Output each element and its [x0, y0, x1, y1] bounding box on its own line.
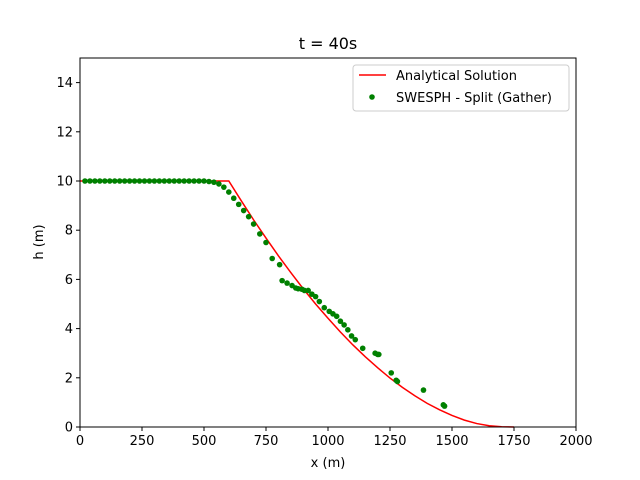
plot-area [79, 57, 577, 428]
x-tick-label: 500 [192, 434, 217, 449]
sph-point [166, 178, 173, 184]
sph-point [146, 178, 153, 184]
sph-point [161, 178, 168, 184]
sph-point [181, 178, 187, 184]
sph-point [206, 178, 212, 185]
x-tick-label: 1000 [311, 434, 344, 449]
sph-point [136, 178, 143, 184]
sph-point [284, 280, 290, 286]
y-tick-label: 6 [65, 273, 73, 288]
x-axis-label: x (m) [311, 456, 346, 471]
sph-point [97, 178, 103, 184]
legend: Analytical Solution SWESPH - Split (Gath… [352, 64, 570, 112]
sph-point [141, 178, 148, 184]
x-tick-label: 2000 [559, 434, 592, 449]
legend-label-sph: SWESPH - Split (Gather) [396, 91, 552, 106]
sph-point [235, 201, 242, 208]
y-axis: 0 2 4 6 8 10 12 14 [56, 76, 80, 436]
sph-point [226, 189, 232, 195]
sph-point [87, 178, 93, 184]
sph-point [245, 213, 252, 220]
sph-point [106, 178, 113, 184]
sph-point [316, 298, 323, 305]
y-tick-label: 8 [65, 224, 73, 239]
sph-point [333, 313, 340, 320]
y-tick-label: 10 [56, 175, 73, 190]
y-tick-label: 12 [56, 125, 73, 140]
x-tick-label: 1250 [373, 434, 406, 449]
sph-point [352, 336, 359, 343]
x-tick-label: 250 [130, 434, 155, 449]
sph-point [321, 304, 328, 311]
chart-title: t = 40s [299, 34, 358, 53]
series-layer [80, 178, 515, 428]
x-tick-label: 750 [254, 434, 279, 449]
sph-point [305, 287, 311, 294]
sph-point [263, 239, 269, 246]
sph-point [250, 221, 257, 227]
plot-background [80, 58, 576, 427]
sph-point [348, 333, 355, 339]
y-tick-label: 14 [56, 76, 73, 91]
sph-point [176, 178, 182, 184]
sph-point [341, 322, 347, 328]
x-axis: 0 250 500 750 1000 1250 1500 1750 2000 [76, 427, 593, 449]
y-tick-label: 4 [65, 322, 73, 337]
x-tick-label: 1750 [497, 434, 530, 449]
sph-point [82, 178, 88, 184]
sph-point [102, 178, 108, 184]
sph-point [420, 387, 427, 393]
sph-point [230, 195, 237, 202]
sph-point [111, 178, 118, 184]
sph-point [151, 178, 158, 184]
sph-point [394, 378, 401, 385]
sph-point [388, 370, 395, 376]
sph-point [92, 178, 98, 184]
sph-point [186, 178, 192, 184]
sph-point [337, 318, 344, 325]
sph-point [216, 181, 222, 187]
y-axis-label: h (m) [32, 224, 47, 259]
sph-point [276, 261, 283, 268]
sph-point [126, 178, 133, 184]
sph-point [196, 178, 202, 184]
sph-point [221, 184, 227, 190]
sph-point [312, 293, 319, 300]
sph-point [345, 327, 351, 333]
sph-point [131, 178, 138, 184]
sph-point [441, 403, 448, 409]
sph-point [359, 345, 366, 352]
sph-point [211, 179, 217, 186]
sph-point [269, 255, 276, 262]
sph-point [121, 178, 128, 184]
x-tick-label: 1500 [435, 434, 468, 449]
sph-point [201, 178, 207, 184]
legend-label-analytical: Analytical Solution [396, 69, 517, 84]
sph-point [156, 178, 163, 184]
legend-box [352, 64, 570, 112]
sph-point [376, 351, 382, 358]
sph-point [191, 178, 197, 184]
analytical-solution-line [80, 180, 515, 428]
sph-point [171, 178, 178, 184]
y-tick-label: 2 [65, 371, 73, 386]
sph-point [257, 231, 263, 237]
x-tick-label: 0 [76, 434, 84, 449]
sph-point [279, 277, 285, 284]
sph-point [240, 207, 247, 214]
y-tick-label: 0 [65, 421, 73, 436]
sph-point [116, 178, 123, 184]
legend-marker-swatch [369, 94, 375, 100]
